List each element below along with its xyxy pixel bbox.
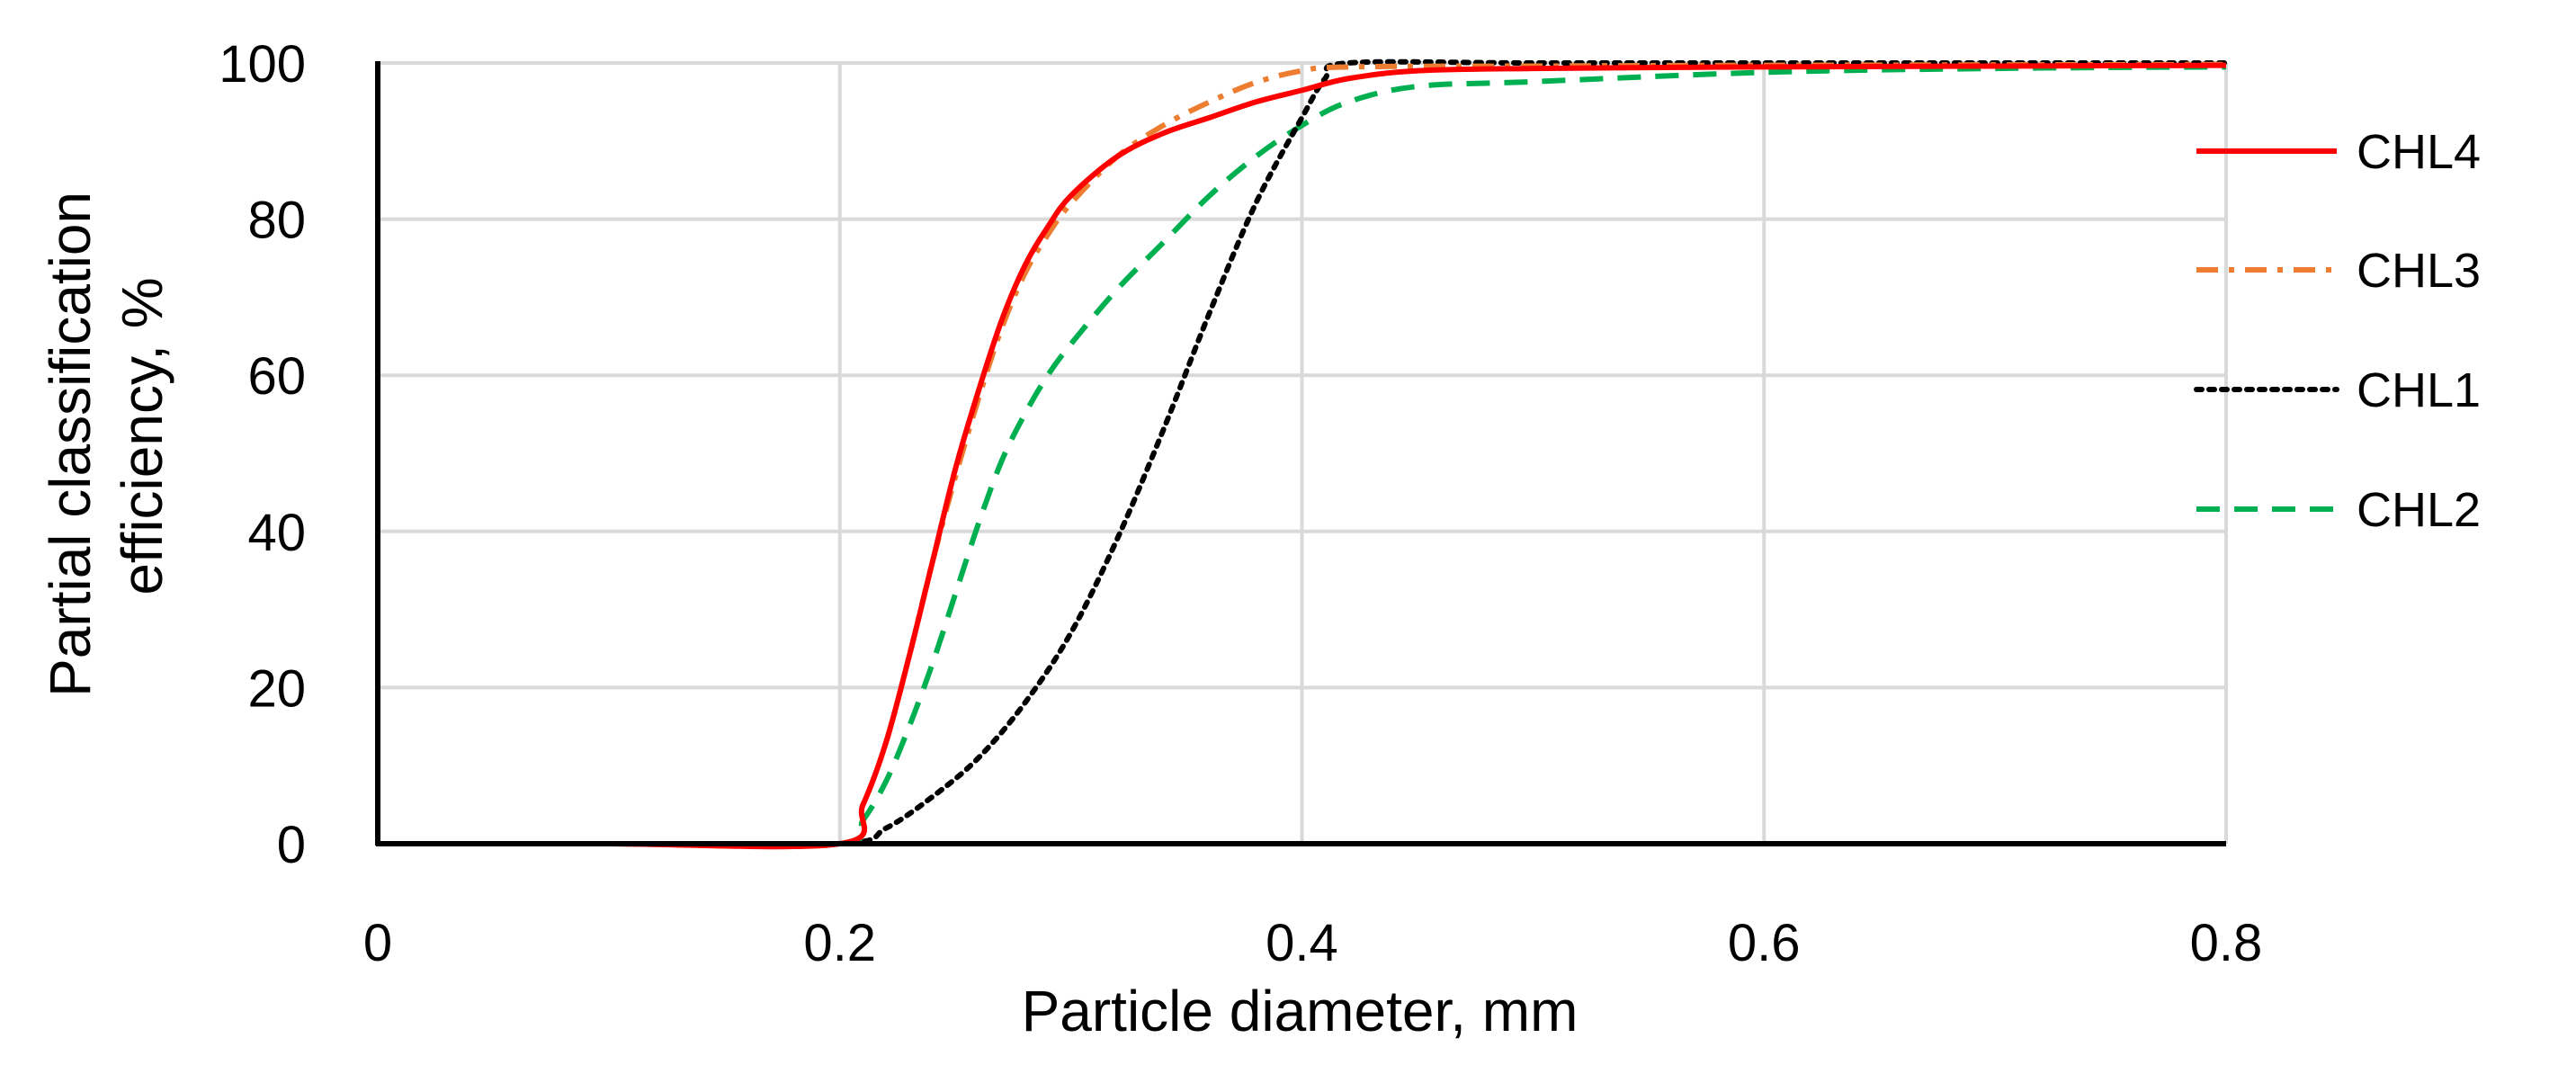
- series-line-chl4: [424, 62, 2227, 850]
- y-tick-label: 80: [247, 192, 306, 250]
- y-tick-label: 40: [247, 504, 306, 562]
- x-axis-title: Particle diameter, mm: [1022, 979, 1579, 1043]
- legend-label-chl2: CHL2: [2357, 483, 2481, 537]
- y-tick-label: 0: [277, 816, 306, 874]
- legend-label-chl4: CHL4: [2357, 125, 2481, 179]
- x-tick-label: 0.4: [1266, 914, 1338, 972]
- legend-label-chl1: CHL1: [2357, 363, 2481, 417]
- series-line-chl2: [424, 64, 2227, 848]
- x-tick-label: 0.6: [1728, 914, 1801, 972]
- x-tick-label: 0.2: [803, 914, 876, 972]
- y-tick-label: 100: [219, 35, 306, 94]
- legend-label-chl3: CHL3: [2357, 244, 2481, 298]
- grid-lines: [378, 61, 2228, 844]
- series-line-chl1: [421, 58, 2229, 848]
- axes: [375, 61, 2226, 846]
- series-line-chl3: [424, 61, 2227, 850]
- x-tick-label: 0: [363, 914, 392, 972]
- y-tick-label: 60: [247, 347, 306, 406]
- legend: CHL4 CHL3 CHL1 CHL2: [2194, 125, 2481, 537]
- y-tick-label: 20: [247, 659, 306, 718]
- tick-labels: 0 0.2 0.4 0.6 0.8 0 20 40 60 80 100: [219, 35, 2262, 972]
- y-axis-title-line2: efficiency, %: [110, 277, 174, 595]
- series-lines: [421, 58, 2229, 850]
- y-axis-title: Partial classification efficiency, %: [38, 175, 174, 697]
- x-tick-label: 0.8: [2190, 914, 2263, 972]
- y-axis-title-line1: Partial classification: [38, 192, 103, 697]
